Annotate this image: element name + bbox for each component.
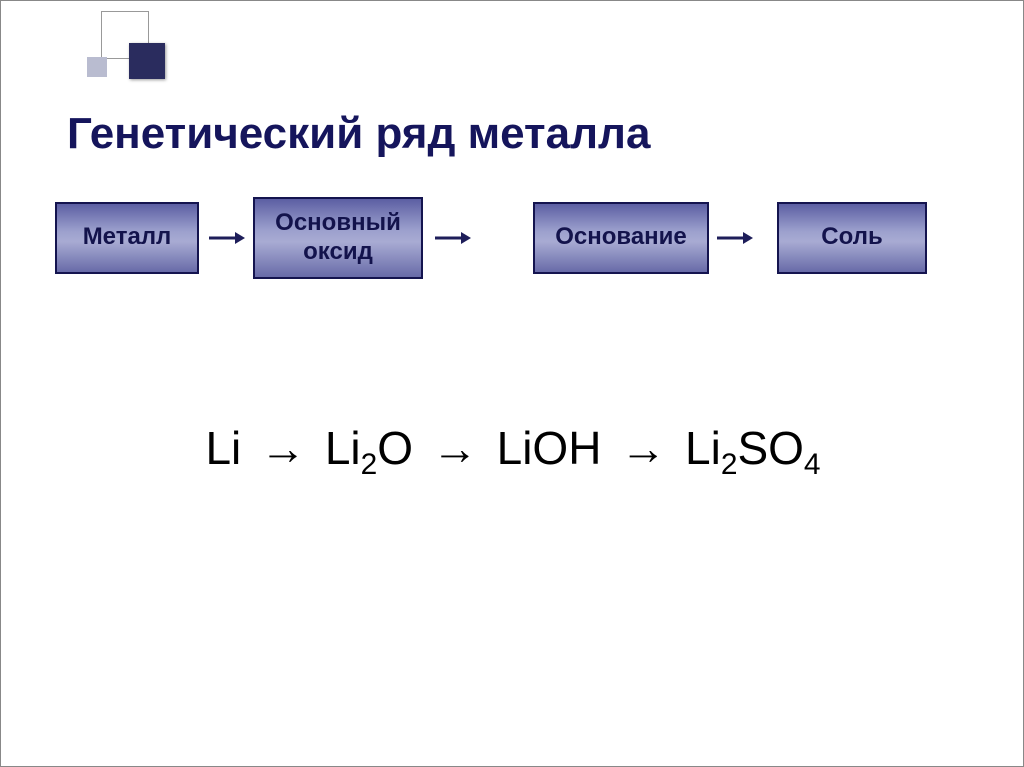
flow-node-label: Соль <box>821 223 882 252</box>
reaction-term: Li2SO4 <box>685 422 821 474</box>
reaction-term: Li2O <box>325 422 413 474</box>
flow-node-salt: Соль <box>777 202 927 274</box>
square-light <box>87 57 107 77</box>
flow-node-label: Основание <box>555 223 687 252</box>
reaction-arrow-icon: → <box>241 422 325 474</box>
flow-arrow-icon <box>435 231 471 245</box>
flow-node-metal: Металл <box>55 202 199 274</box>
flowchart: Металл Основныйоксид Основание Соль <box>55 197 927 279</box>
page-title: Генетический ряд металла <box>67 109 650 159</box>
flow-node-label: оксид <box>303 238 373 267</box>
flow-node-label: Основный <box>275 209 401 238</box>
reaction-arrow-icon: → <box>413 422 497 474</box>
flow-node-label: Металл <box>83 223 172 252</box>
square-dark <box>129 43 165 79</box>
flow-arrow-icon <box>717 231 753 245</box>
reaction-term: LiOH <box>497 422 602 474</box>
reaction-chain: Li → Li2O → LiOH → Li2SO4 <box>1 421 1024 482</box>
flow-arrow-icon <box>209 231 245 245</box>
reaction-arrow-icon: → <box>601 422 685 474</box>
flow-node-base: Основание <box>533 202 709 274</box>
flow-node-basic-oxide: Основныйоксид <box>253 197 423 279</box>
slide: Генетический ряд металла Металл Основный… <box>0 0 1024 767</box>
reaction-term: Li <box>205 422 241 474</box>
